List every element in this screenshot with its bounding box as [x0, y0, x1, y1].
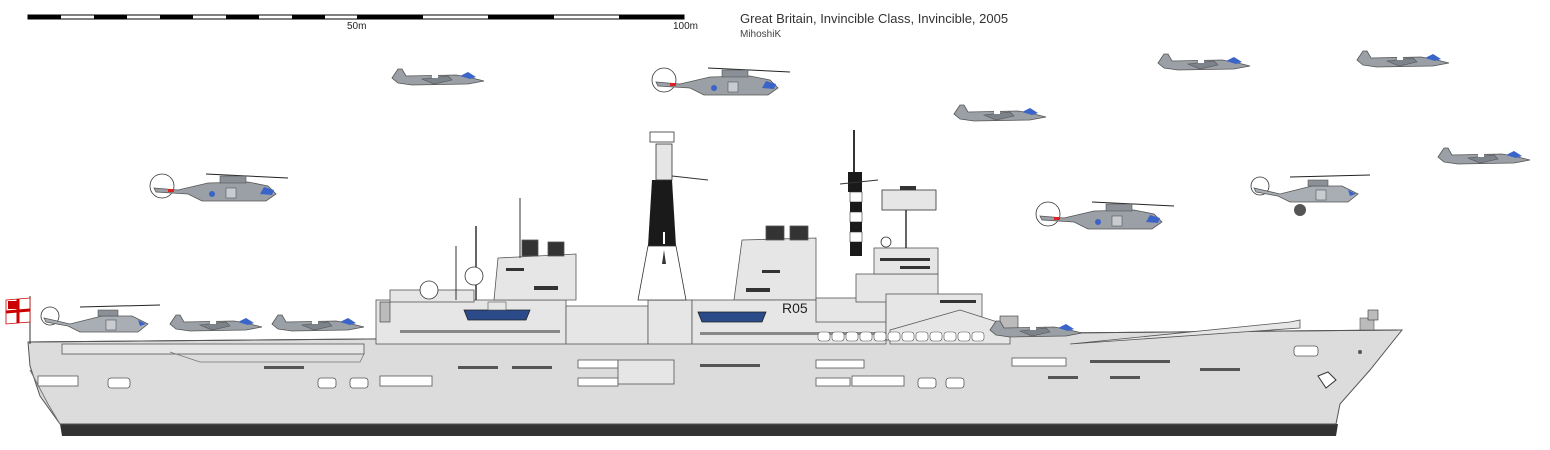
portholes: [264, 350, 1362, 379]
scale-bar: 50m 100m: [27, 14, 698, 32]
seaking-helicopter-icon: [40, 304, 161, 333]
hull-details: [37, 345, 1319, 389]
ship-badge-icon: [1317, 371, 1337, 389]
author-credit: MihoshiK: [740, 29, 781, 40]
flight-deck: [1069, 317, 1375, 345]
harrier-jet-icon: [169, 314, 263, 332]
merlin-helicopter-icon: [149, 173, 289, 202]
ship-hull: [27, 329, 1404, 436]
ships-boat: [697, 311, 767, 323]
harrier-jet-icon: [1157, 53, 1251, 71]
harrier-jet-icon: [1437, 147, 1531, 165]
merlin-helicopter-icon: [1035, 201, 1175, 230]
main-mast: [637, 131, 709, 301]
pennant-number: R05: [782, 300, 808, 316]
liferafts: [817, 331, 985, 342]
drawing-title: Great Britain, Invincible Class, Invinci…: [740, 11, 1008, 26]
island-superstructure: [375, 225, 1011, 345]
ensign-flag-icon: [5, 296, 31, 344]
harrier-jet-icon: [1356, 50, 1450, 68]
ships-boat: [463, 301, 531, 321]
radar-array: [880, 186, 937, 248]
scale-label-100m: 100m: [673, 21, 698, 32]
foremast: [839, 130, 879, 256]
harrier-jet-icon: [953, 104, 1047, 122]
superstructure-windows: [400, 258, 976, 335]
scale-label-50m: 50m: [347, 21, 366, 32]
merlin-helicopter-icon: [651, 67, 791, 96]
harrier-jet-icon: [271, 314, 365, 332]
harrier-jet-icon: [391, 68, 485, 86]
seaking-helicopter-icon: [1250, 174, 1371, 216]
aft-masts: [419, 198, 521, 300]
